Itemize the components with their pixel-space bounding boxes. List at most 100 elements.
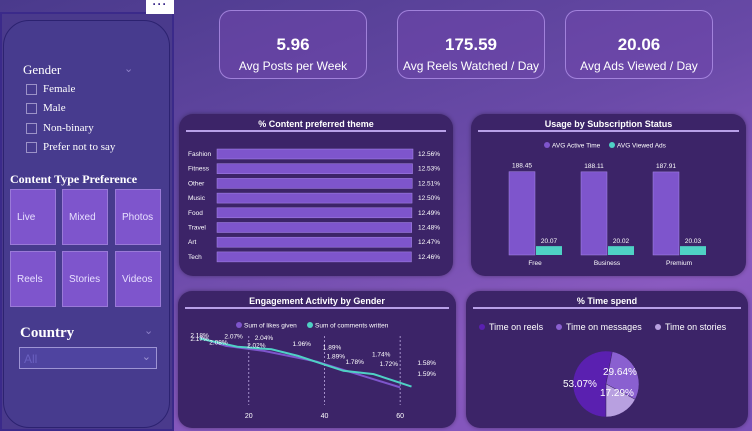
category-label: Music	[188, 195, 206, 202]
gender-filter-title: Gender	[23, 62, 62, 77]
theme-bar-chart: Fashion 12.56% Fitness 12.53% Other 12.51% Mus…	[188, 148, 440, 263]
data-label: 53.07%	[563, 379, 597, 390]
theme-chart-card: % Content preferred theme Fashion 12.56% F…	[179, 114, 453, 276]
chart-title: Engagement Activity by Gender	[249, 296, 385, 306]
data-label: 1.72%	[380, 361, 399, 368]
bar	[216, 222, 413, 233]
bar	[580, 171, 608, 256]
tile-mixed[interactable]: Mixed	[62, 189, 108, 245]
gender-option-non-binary[interactable]: Non-binary	[26, 122, 94, 134]
data-label: 2.17%	[190, 336, 209, 343]
data-label: 1.58%	[417, 360, 436, 367]
data-label: 12.56%	[418, 151, 440, 158]
bar	[536, 246, 562, 255]
category-label: Other	[188, 180, 205, 187]
category-label: Tech	[188, 254, 202, 261]
legend-marker	[544, 142, 550, 148]
data-label: 187.91	[656, 163, 676, 170]
bar	[216, 236, 412, 248]
kpi-card-ads: 20.06 Avg Ads Viewed / Day	[565, 10, 713, 79]
more-options-icon[interactable]: ···	[146, 0, 174, 14]
checkbox-icon[interactable]	[26, 83, 37, 95]
data-label: 1.78%	[346, 359, 365, 366]
checkbox-icon[interactable]	[26, 122, 37, 134]
bar	[608, 246, 634, 255]
legend-marker	[556, 324, 562, 330]
data-label: 12.53%	[418, 166, 440, 173]
legend-marker	[236, 322, 242, 328]
gender-option-label: Female	[43, 83, 76, 95]
bar	[680, 246, 706, 255]
checkbox-icon[interactable]	[26, 102, 37, 114]
pie-slice	[605, 351, 640, 400]
legend-label: Sum of comments written	[315, 323, 389, 330]
bar	[216, 251, 412, 263]
chevron-down-icon[interactable]: ⌄	[124, 63, 134, 75]
legend-label: Time on reels	[489, 322, 544, 332]
data-label: 2.04%	[255, 335, 274, 342]
gender-option-label: Non-binary	[43, 122, 94, 134]
x-tick-label: 40	[321, 413, 329, 420]
chart-title: % Time spend	[576, 296, 638, 306]
bar	[216, 192, 413, 204]
data-label: 2.02%	[247, 343, 266, 350]
gender-option-prefer-not[interactable]: Prefer not to say	[26, 141, 115, 153]
data-label: 12.47%	[418, 239, 440, 246]
x-tick-label: 60	[396, 413, 404, 420]
title-underline	[478, 130, 739, 132]
data-label: 12.49%	[418, 210, 440, 217]
kpi-value: 5.96	[276, 35, 310, 54]
bar	[508, 171, 536, 256]
tile-live[interactable]: Live	[10, 189, 56, 245]
chevron-down-icon: ⌄	[141, 351, 151, 363]
engagement-chart-card: Engagement Activity by Gender Sum of lik…	[178, 291, 456, 428]
title-underline	[185, 307, 449, 309]
gender-option-label: Prefer not to say	[43, 141, 116, 153]
data-label: 2.07%	[224, 333, 243, 340]
kpi-label: Avg Posts per Week	[238, 59, 348, 73]
data-label: 12.48%	[418, 225, 440, 232]
data-label: 1.89%	[327, 353, 346, 360]
data-label: 1.59%	[417, 371, 436, 378]
data-label: 1.96%	[293, 341, 312, 348]
gender-option-female[interactable]: Female	[26, 83, 75, 95]
category-label: Free	[528, 260, 542, 267]
tile-photos[interactable]: Photos	[115, 189, 161, 245]
legend-label: AVG Active Time	[552, 143, 601, 150]
kpi-value: 20.06	[617, 35, 661, 54]
category-label: Business	[594, 260, 621, 267]
checkbox-icon[interactable]	[26, 141, 37, 153]
legend-marker	[609, 142, 615, 148]
data-label: 12.50%	[418, 195, 440, 202]
bar	[216, 178, 413, 189]
data-label: 2.18%	[190, 333, 209, 340]
gender-option-male[interactable]: Male	[26, 102, 66, 114]
legend-label: Time on messages	[566, 322, 642, 332]
content-type-title: Content Type Preference	[10, 172, 138, 186]
subscription-bar-chart: AVG Active Time AVG Viewed Ads 188.45 20.07…	[508, 142, 706, 267]
data-label: 20.03	[685, 238, 702, 245]
chevron-down-icon[interactable]: ⌄	[144, 325, 154, 337]
data-label: 1.74%	[372, 352, 391, 359]
tile-reels[interactable]: Reels	[10, 251, 56, 307]
bar	[652, 171, 680, 256]
title-underline	[186, 130, 446, 132]
tile-stories[interactable]: Stories	[62, 251, 108, 307]
country-dropdown[interactable]: All ⌄	[19, 347, 157, 369]
x-tick-label: 20	[245, 413, 253, 420]
category-label: Food	[188, 210, 203, 217]
data-label: 188.45	[512, 163, 532, 170]
data-label: 2.08%	[209, 339, 228, 346]
gender-option-label: Male	[43, 102, 66, 114]
tile-videos[interactable]: Videos	[115, 251, 161, 307]
country-filter-title: Country	[20, 325, 75, 341]
pie-slice	[605, 383, 636, 418]
category-label: Fitness	[188, 166, 210, 173]
data-label: 1.89%	[323, 344, 342, 351]
data-label: 17.29%	[600, 388, 634, 399]
title-underline	[473, 307, 741, 309]
bar	[216, 163, 413, 174]
category-label: Fashion	[188, 151, 212, 158]
legend-label: Time on stories	[665, 322, 727, 332]
legend-marker	[655, 324, 661, 330]
